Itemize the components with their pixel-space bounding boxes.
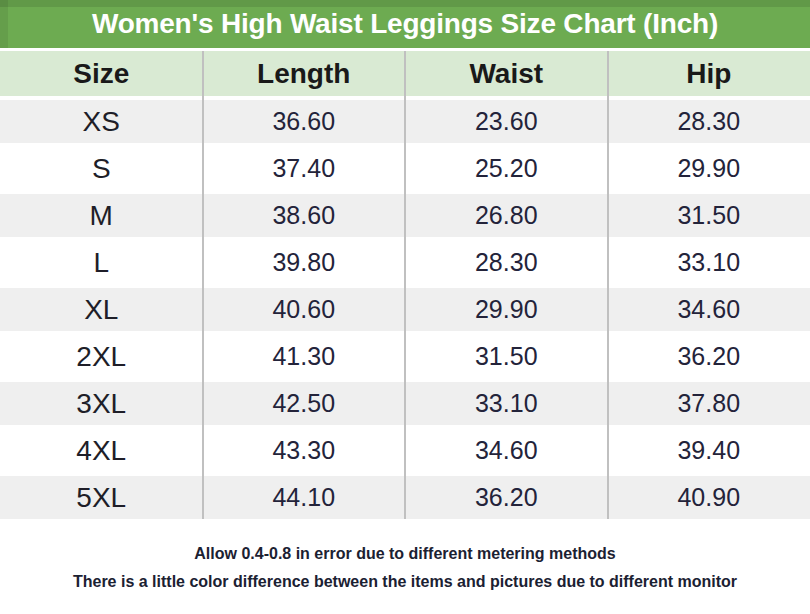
measurement-cell: 43.30 bbox=[203, 429, 406, 472]
measurement-cell: 36.60 bbox=[203, 100, 406, 143]
column-divider bbox=[607, 51, 609, 519]
size-cell: 3XL bbox=[0, 382, 203, 425]
measurement-cell: 44.10 bbox=[203, 476, 406, 519]
measurement-cell: 36.20 bbox=[608, 335, 810, 378]
footer-note-line: Allow 0.4-0.8 in error due to different … bbox=[0, 540, 810, 568]
measurement-cell: 33.10 bbox=[608, 241, 810, 284]
measurement-cell: 39.80 bbox=[203, 241, 406, 284]
column-header-length: Length bbox=[203, 51, 406, 96]
size-cell: XL bbox=[0, 288, 203, 331]
footer-notes: Allow 0.4-0.8 in error due to different … bbox=[0, 523, 810, 596]
page-title: Women's High Waist Leggings Size Chart (… bbox=[0, 0, 810, 48]
measurement-cell: 28.30 bbox=[608, 100, 810, 143]
size-chart-page: Women's High Waist Leggings Size Chart (… bbox=[0, 0, 810, 614]
measurement-cell: 29.90 bbox=[608, 147, 810, 190]
measurement-cell: 26.80 bbox=[405, 194, 608, 237]
size-cell: M bbox=[0, 194, 203, 237]
measurement-cell: 40.90 bbox=[608, 476, 810, 519]
measurement-cell: 25.20 bbox=[405, 147, 608, 190]
column-header-hip: Hip bbox=[608, 51, 810, 96]
size-cell: S bbox=[0, 147, 203, 190]
measurement-cell: 29.90 bbox=[405, 288, 608, 331]
size-cell: 4XL bbox=[0, 429, 203, 472]
measurement-cell: 34.60 bbox=[608, 288, 810, 331]
footer-note-line: There is a little color difference betwe… bbox=[0, 568, 810, 596]
measurement-cell: 23.60 bbox=[405, 100, 608, 143]
measurement-cell: 38.60 bbox=[203, 194, 406, 237]
column-header-waist: Waist bbox=[405, 51, 608, 96]
column-divider bbox=[404, 51, 406, 519]
measurement-cell: 40.60 bbox=[203, 288, 406, 331]
measurement-cell: 42.50 bbox=[203, 382, 406, 425]
size-cell: XS bbox=[0, 100, 203, 143]
measurement-cell: 37.40 bbox=[203, 147, 406, 190]
measurement-cell: 31.50 bbox=[405, 335, 608, 378]
measurement-cell: 39.40 bbox=[608, 429, 810, 472]
measurement-cell: 33.10 bbox=[405, 382, 608, 425]
measurement-cell: 37.80 bbox=[608, 382, 810, 425]
size-cell: 5XL bbox=[0, 476, 203, 519]
size-cell: 2XL bbox=[0, 335, 203, 378]
measurement-cell: 36.20 bbox=[405, 476, 608, 519]
measurement-cell: 34.60 bbox=[405, 429, 608, 472]
size-cell: L bbox=[0, 241, 203, 284]
column-header-size: Size bbox=[0, 51, 203, 96]
measurement-cell: 41.30 bbox=[203, 335, 406, 378]
measurement-cell: 31.50 bbox=[608, 194, 810, 237]
column-divider bbox=[202, 51, 204, 519]
measurement-cell: 28.30 bbox=[405, 241, 608, 284]
size-table: Size Length Waist Hip XS36.6023.6028.30S… bbox=[0, 51, 810, 519]
